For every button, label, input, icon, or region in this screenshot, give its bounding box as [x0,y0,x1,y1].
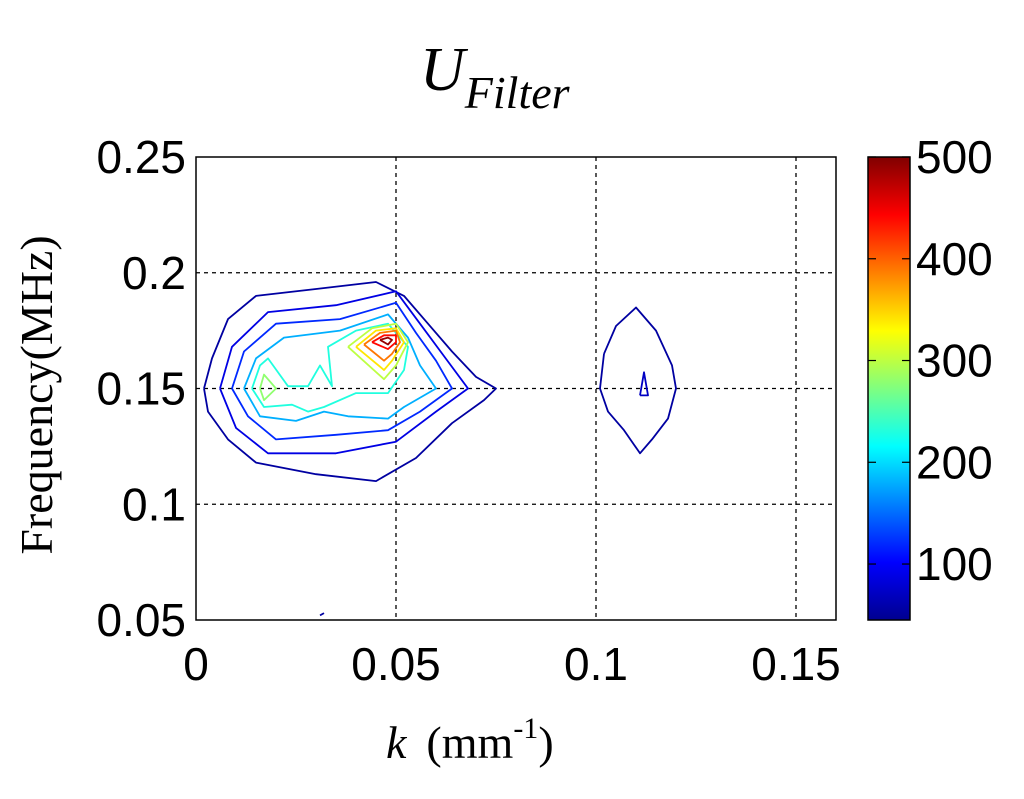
contour-line [379,336,393,346]
contour-line [219,290,469,455]
colorbar-tick-label: 500 [916,131,993,183]
y-tick-label: 0.2 [122,247,186,299]
x-axis-label-exponent: -1 [513,712,538,745]
y-tick-label: 0.1 [122,478,186,530]
y-tick-label: 0.15 [96,363,186,415]
x-axis-label-close: ) [538,717,553,768]
x-axis-label: k (mm-1) [386,712,554,768]
contour-line [203,281,497,483]
contour-line [231,301,453,441]
colorbar-tick-label: 100 [916,538,993,590]
contour-line [371,334,397,351]
y-axis-label: Frequency(MHz) [11,235,62,554]
contour-line [347,322,409,381]
contour-line [639,371,649,397]
x-tick-label: 0.15 [751,638,841,690]
contour-line [363,329,401,362]
x-tick-label: 0.1 [564,638,628,690]
plot-frame [195,156,837,621]
x-tick-label: 0 [183,638,209,690]
contour-line [599,306,677,455]
chart-title: UFilter [420,36,571,118]
colorbar-tick-label: 400 [916,233,993,285]
contour-line [355,327,405,371]
x-tick-labels: 0 0.05 0.1 0.15 [183,638,841,690]
y-tick-label: 0.25 [96,131,186,183]
x-axis-label-variable: k [386,717,408,768]
contour-line [259,373,277,402]
y-tick-label: 0.05 [96,594,186,646]
x-axis-label-unit: (mm [426,717,513,768]
colorbar-tick-label: 300 [916,335,993,387]
chart-title-main: U [420,36,469,104]
colorbar [867,156,911,621]
contour-line [243,313,437,422]
contour-line [251,322,409,413]
contour-layer [203,281,677,617]
x-tick-label: 0.05 [351,638,441,690]
y-tick-labels: 0.05 0.1 0.15 0.2 0.25 [96,131,186,646]
colorbar-tick-labels: 100 200 300 400 500 [868,131,993,590]
colorbar-tick-label: 200 [916,436,993,488]
contour-line [319,612,325,617]
chart-title-subscript: Filter [464,67,571,118]
grid-layer [196,157,836,620]
